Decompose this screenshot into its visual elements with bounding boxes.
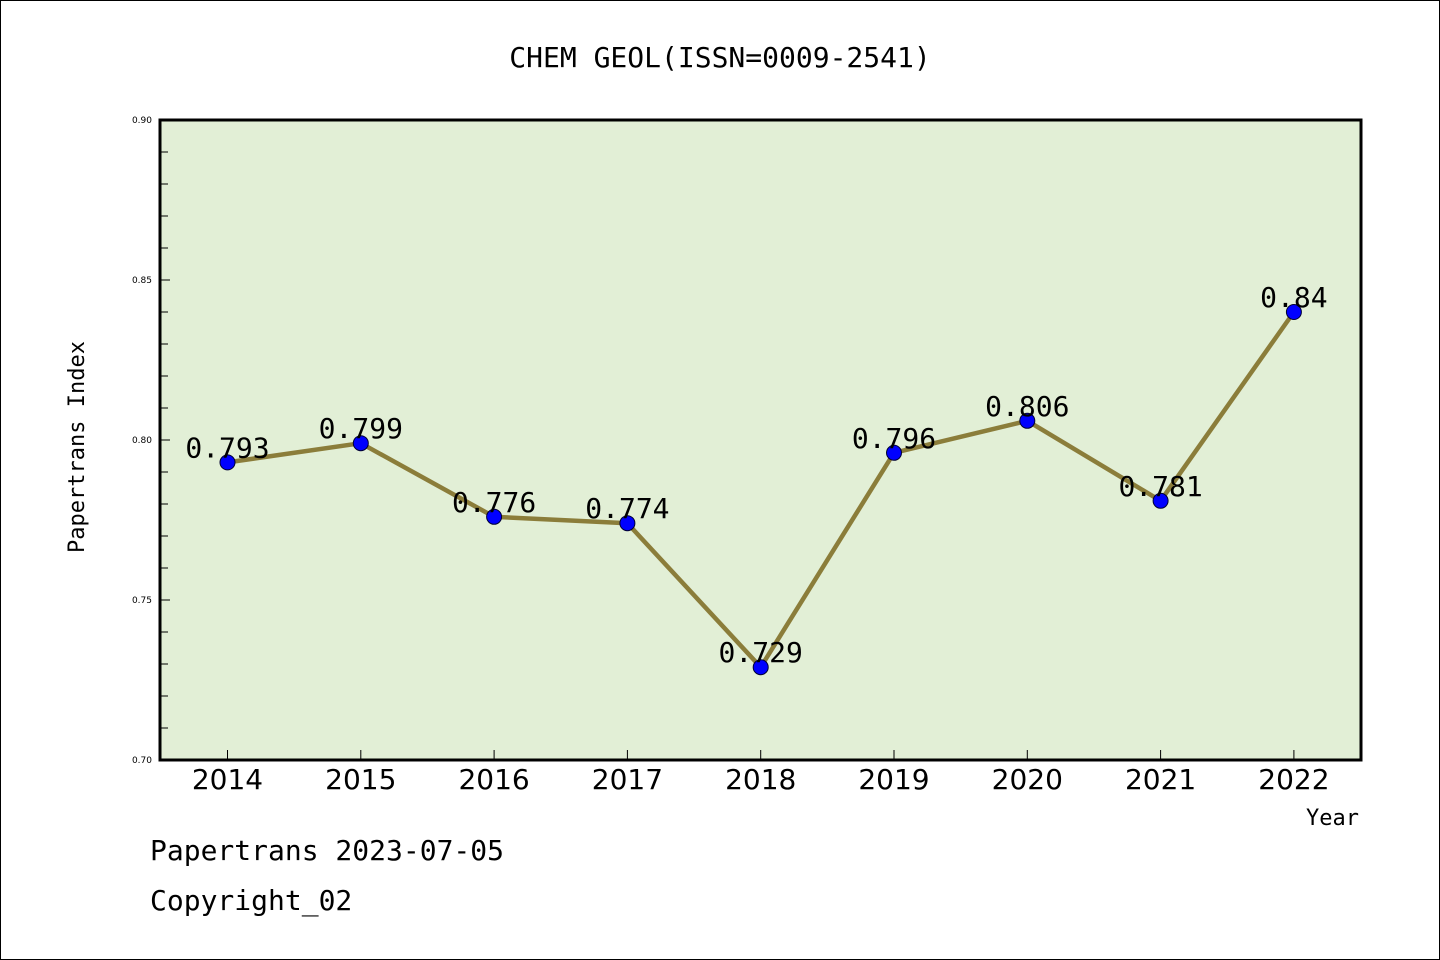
data-point xyxy=(219,454,236,471)
data-label: 0.799 xyxy=(319,412,403,445)
data-point xyxy=(1285,304,1302,320)
y-axis-label: Papertrans Index xyxy=(65,341,90,553)
x-tick-label: 2018 xyxy=(725,763,796,796)
y-tick-label: 0.75 xyxy=(132,596,152,606)
data-point xyxy=(619,515,636,532)
markers-group xyxy=(219,304,1302,676)
y-tick-label: 0.85 xyxy=(132,276,152,286)
x-tick-label: 2019 xyxy=(858,763,929,796)
data-point xyxy=(752,659,769,676)
y-tick-label: 0.80 xyxy=(132,436,152,446)
data-point xyxy=(1019,412,1036,429)
data-point xyxy=(352,435,369,452)
x-tick-label: 2021 xyxy=(1125,763,1196,796)
footer-copyright-text: Copyright_02 xyxy=(150,884,353,917)
y-tick-label: 0.90 xyxy=(132,116,152,126)
data-label: 0.84 xyxy=(1260,281,1327,314)
data-point xyxy=(486,508,503,525)
y-axis: 0.70 0.75 0.80 0.85 0.90 xyxy=(132,116,170,766)
data-point xyxy=(1152,492,1169,509)
x-tick-label: 2014 xyxy=(192,763,263,796)
data-label: 0.729 xyxy=(719,636,803,669)
x-tick-label: 2020 xyxy=(992,763,1063,796)
data-labels-group: 0.793 0.799 0.776 0.774 0.729 0.796 0.806 0.781… xyxy=(185,281,1327,669)
x-tick-label: 2015 xyxy=(325,763,396,796)
x-tick-label: 2017 xyxy=(592,763,663,796)
data-label: 0.776 xyxy=(452,486,536,519)
x-tick-label: 2016 xyxy=(458,763,529,796)
x-axis-label: Year xyxy=(1306,806,1359,831)
footer-date-text: Papertrans 2023-07-05 xyxy=(150,834,505,867)
data-label: 0.793 xyxy=(185,431,269,464)
data-label: 0.781 xyxy=(1118,470,1202,503)
y-tick-label: 0.70 xyxy=(132,756,152,766)
x-tick-label: 2022 xyxy=(1258,763,1329,796)
data-label: 0.774 xyxy=(585,492,669,525)
data-point xyxy=(886,444,902,461)
x-axis: 2014 2015 2016 2017 2018 2019 2020 2021 2022 xyxy=(192,750,1330,796)
data-label: 0.806 xyxy=(985,390,1069,423)
chart-title: CHEM GEOL(ISSN=0009-2541) xyxy=(509,41,930,74)
data-label: 0.796 xyxy=(852,422,936,455)
